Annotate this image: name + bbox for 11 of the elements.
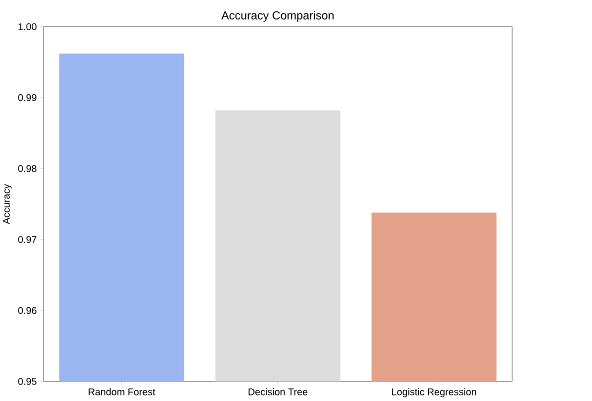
y-tick-label: 0.99 — [18, 94, 36, 102]
x-tick-label: Decision Tree — [248, 388, 308, 396]
y-tick-label: 0.97 — [18, 236, 36, 243]
y-tick-label: 0.98 — [18, 165, 36, 172]
chart-title: Accuracy Comparison — [221, 10, 334, 22]
y-axis-title: Accuracy — [2, 184, 12, 224]
y-tick-label: 0.96 — [18, 307, 36, 314]
x-tick-label: Random Forest — [88, 388, 156, 396]
y-tick-label: 0.95 — [18, 378, 36, 385]
y-tick-label: 1.00 — [18, 23, 36, 30]
x-tick-label: Logistic Regression — [392, 388, 476, 398]
